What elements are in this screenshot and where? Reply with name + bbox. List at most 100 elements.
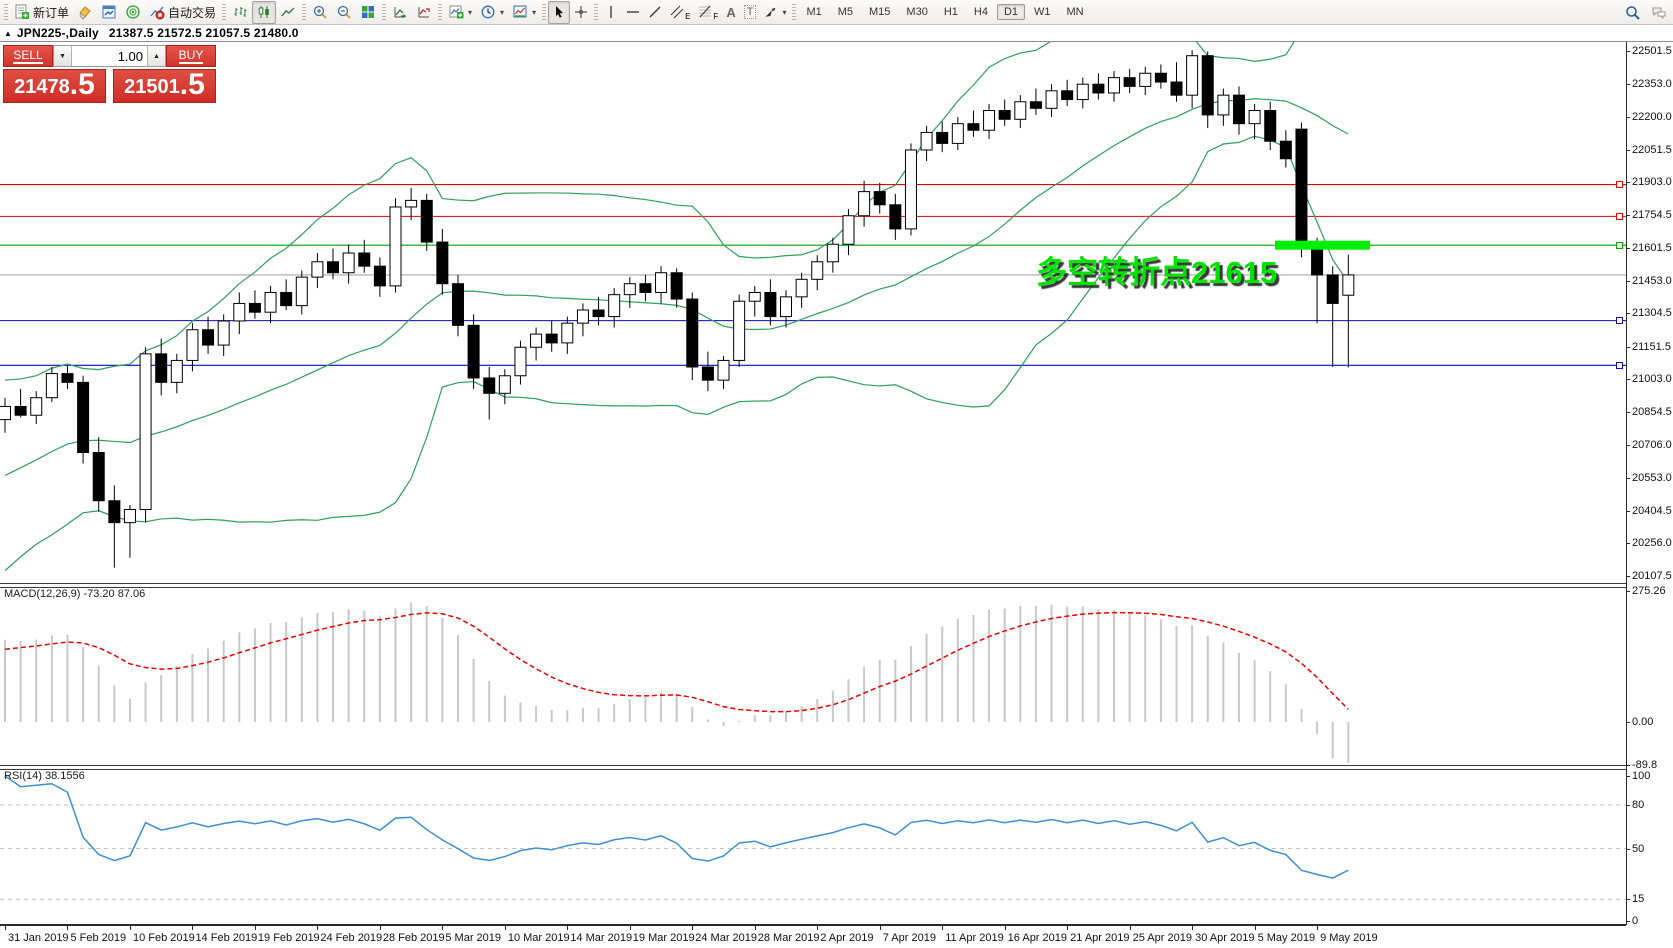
market-watch-button[interactable] xyxy=(97,1,121,24)
toolbar-drag-handle[interactable] xyxy=(594,4,599,20)
line-chart-button[interactable] xyxy=(276,1,300,24)
line-handle-square[interactable] xyxy=(1616,181,1623,189)
price-chart-panel[interactable] xyxy=(0,42,1626,583)
timeframe-H1[interactable]: H1 xyxy=(943,6,958,18)
line-handle-square[interactable] xyxy=(1616,317,1623,325)
symbol-period-label: JPN225-,Daily xyxy=(16,26,99,40)
panel-separator[interactable] xyxy=(0,583,1673,588)
axis-tick-mark xyxy=(1626,149,1630,151)
templates-button[interactable]: ▾ xyxy=(508,1,540,24)
candle-body xyxy=(826,243,839,263)
candle-body xyxy=(358,252,371,267)
axis-tick-mark xyxy=(1626,83,1630,85)
text-button[interactable]: A xyxy=(722,1,739,24)
price-axis[interactable]: 22501.5 22353.0 22200.0 22051.5 21903.0 21754… xyxy=(1626,42,1673,927)
vertical-line-button[interactable] xyxy=(600,1,622,24)
text-label-button[interactable]: T xyxy=(740,1,761,24)
arrows-button[interactable]: ▾ xyxy=(760,1,790,24)
periods-button[interactable]: ▾ xyxy=(476,1,508,24)
tile-windows-button[interactable] xyxy=(356,1,380,24)
cursor-button[interactable] xyxy=(548,0,571,24)
candle-body xyxy=(420,199,433,243)
toolbar-drag-handle[interactable] xyxy=(792,4,797,20)
styler-button[interactable] xyxy=(73,1,97,24)
toolbar-drag-handle[interactable] xyxy=(382,4,387,20)
axis-tick-mark xyxy=(1626,248,1630,250)
crosshair-button[interactable] xyxy=(570,1,592,24)
chat-icon[interactable] xyxy=(1651,5,1667,21)
sell-price-button[interactable]: 21478.5 xyxy=(3,69,106,103)
one-click-collapse-icon[interactable]: ▲ xyxy=(4,28,12,38)
date-label: 25 Apr 2019 xyxy=(1132,932,1192,944)
horizontal-line-button[interactable] xyxy=(622,1,644,24)
line-handle-square[interactable] xyxy=(1616,241,1623,249)
candle-body xyxy=(1232,94,1245,125)
price-tick-label: 21151.5 xyxy=(1632,340,1671,353)
axis-tick-mark xyxy=(1626,575,1630,577)
search-icon[interactable] xyxy=(1625,5,1641,21)
line-handle-square[interactable] xyxy=(1616,212,1623,220)
rsi-label: RSI(14) 38.1556 xyxy=(4,770,85,782)
candle-body xyxy=(858,191,871,217)
indicators-button[interactable]: ▾ xyxy=(444,1,476,24)
candle-body xyxy=(733,300,746,361)
sell-button[interactable]: SELL xyxy=(3,45,53,67)
candle-body xyxy=(561,322,574,344)
time-axis[interactable]: 31 Jan 2019 5 Feb 2019 10 Feb 2019 14 Feb 2… xyxy=(0,926,1673,948)
price-tick-label: 21453.0 xyxy=(1632,274,1672,287)
axis-tick-mark xyxy=(1626,280,1630,282)
timeframe-M30[interactable]: M30 xyxy=(906,6,928,18)
zoom-out-button[interactable] xyxy=(332,1,356,24)
buy-button[interactable]: BUY xyxy=(166,45,216,67)
volume-input[interactable] xyxy=(72,46,147,66)
timeframe-M15[interactable]: M15 xyxy=(869,6,891,18)
volume-decrease-button[interactable]: ▼ xyxy=(54,46,72,66)
chart-shift-button[interactable] xyxy=(412,1,436,24)
line-handle-square[interactable] xyxy=(1616,361,1623,369)
timeframe-H4[interactable]: H4 xyxy=(973,6,988,18)
line-chart-icon xyxy=(281,7,295,17)
macd-indicator-panel[interactable] xyxy=(0,586,1626,765)
volume-increase-button[interactable]: ▲ xyxy=(147,46,165,66)
candle-body xyxy=(780,296,792,318)
market-watch-icon xyxy=(102,5,116,19)
new-order-button[interactable]: 新订单 xyxy=(10,1,73,24)
toolbar-drag-handle[interactable] xyxy=(222,4,227,20)
auto-scroll-button[interactable] xyxy=(388,1,412,24)
timeframe-D1[interactable]: D1 xyxy=(996,4,1026,20)
text-icon: A xyxy=(726,4,736,20)
toolbar-drag-handle[interactable] xyxy=(4,4,8,20)
date-label: 5 May 2019 xyxy=(1257,932,1316,944)
candle-body xyxy=(1045,90,1058,109)
fibonacci-icon xyxy=(699,5,712,18)
panel-separator[interactable] xyxy=(0,765,1673,770)
date-label: 5 Mar 2019 xyxy=(445,932,502,944)
timeframe-M5[interactable]: M5 xyxy=(837,6,854,18)
zoom-in-button[interactable] xyxy=(308,1,332,24)
fibonacci-letter: F xyxy=(713,11,719,21)
candle-body xyxy=(686,298,699,368)
date-tick-mark xyxy=(504,926,506,930)
toolbar-drag-handle[interactable] xyxy=(438,4,443,20)
auto-trading-button[interactable]: 自动交易 xyxy=(145,1,220,24)
candlestick-chart-button[interactable] xyxy=(252,0,277,24)
fibonacci-button[interactable]: F xyxy=(694,1,722,24)
candle-body xyxy=(45,373,58,399)
candle-body xyxy=(342,252,355,274)
timeframe-W1[interactable]: W1 xyxy=(1034,6,1051,18)
trendline-button[interactable] xyxy=(644,1,666,24)
timeframe-MN[interactable]: MN xyxy=(1066,6,1084,18)
bar-chart-button[interactable] xyxy=(228,1,252,24)
candle-body xyxy=(873,191,886,206)
rsi-indicator-panel[interactable] xyxy=(0,768,1626,924)
date-tick-mark xyxy=(1004,926,1006,930)
toolbar-drag-handle[interactable] xyxy=(542,4,547,20)
timeframe-toolbar: M1 M5 M15 M30 H1 H4 D1 W1 MN xyxy=(790,1,1091,24)
timeframe-M1[interactable]: M1 xyxy=(806,6,822,18)
equidistant-channel-button[interactable]: E xyxy=(666,1,694,24)
channel-letter: E xyxy=(685,11,691,21)
toolbar-drag-handle[interactable] xyxy=(302,4,307,20)
one-click-trading-panel: SELL ▼ ▲ BUY 21478.5 21501.5 xyxy=(3,45,216,103)
signals-button[interactable] xyxy=(121,1,145,24)
buy-price-button[interactable]: 21501.5 xyxy=(113,69,216,103)
